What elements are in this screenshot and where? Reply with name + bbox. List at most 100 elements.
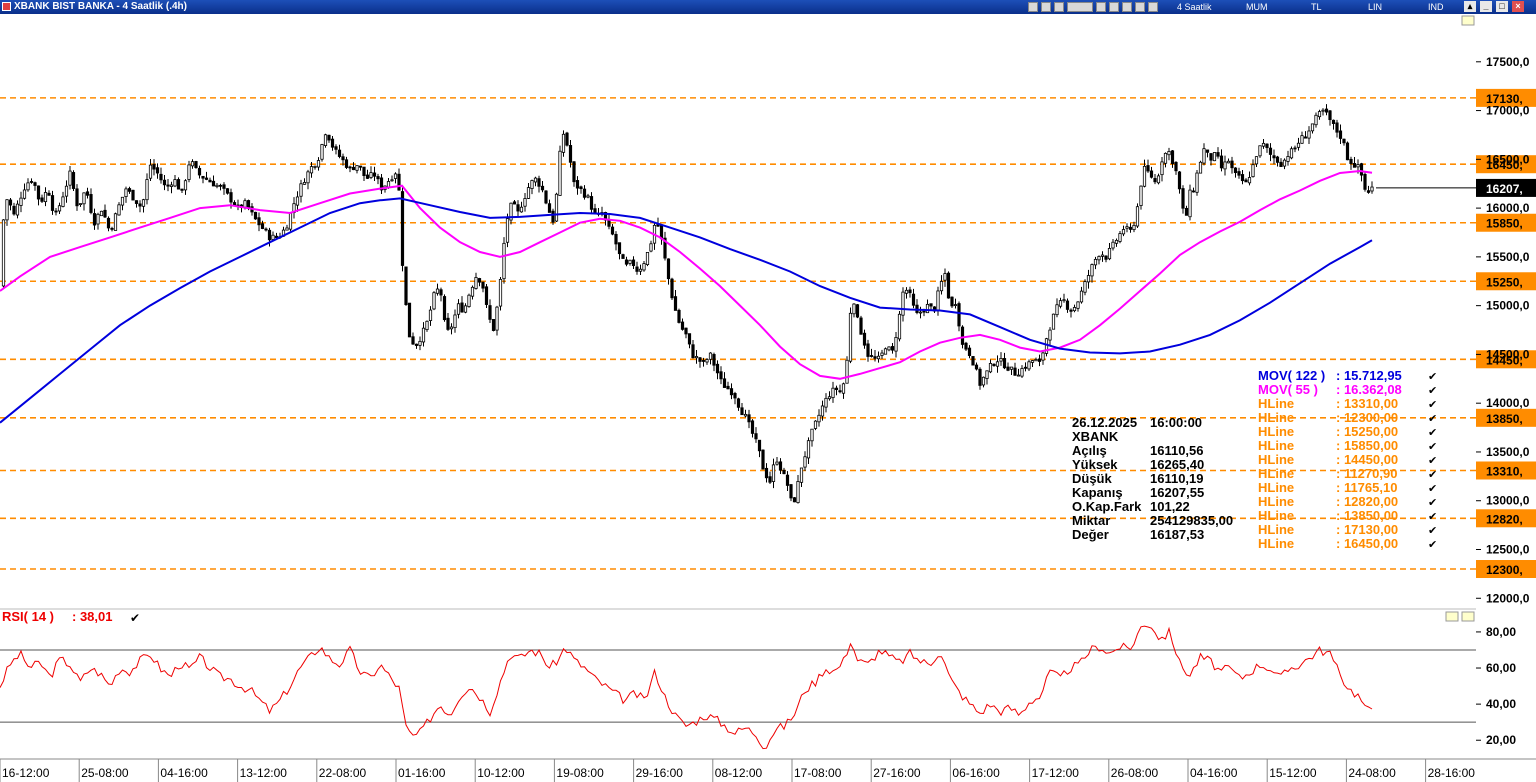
candle [1149,166,1154,179]
candle [190,159,195,169]
candle [698,357,702,368]
maximize-icon[interactable]: □ [1496,1,1508,12]
info-label-6: Değer [1072,527,1109,542]
candle [488,299,492,324]
toolbar-icon-6[interactable] [1122,2,1132,12]
toolbar-icon-4[interactable] [1096,2,1106,12]
candle [47,190,51,196]
legend-value-11: : 17130,00 [1336,522,1398,537]
candle [1100,251,1105,262]
candle [1191,187,1196,193]
legend-check-icon[interactable]: ✔ [1428,385,1437,397]
price-chart[interactable]: 17130, 16450, 15850, 15250, 14450, 13850, 1331… [0,14,1536,782]
legend-check-icon[interactable]: ✔ [1428,469,1437,481]
candle [1051,313,1056,330]
app-icon [2,2,11,11]
price-panel-button[interactable] [1461,15,1475,26]
hline-label-8: 12300, [1486,563,1523,577]
rsi-panel-button[interactable] [1445,611,1459,622]
minimize-icon[interactable]: _ [1480,1,1492,12]
candle [561,130,566,157]
legend-check-icon[interactable]: ✔ [1428,497,1437,509]
candle [1219,149,1224,172]
candle [313,165,317,170]
candle [1086,269,1091,289]
candle [8,198,13,211]
toolbar-icon-1[interactable] [1028,2,1038,12]
legend-check-icon[interactable]: ✔ [1428,539,1437,551]
candle [502,237,506,284]
pencil-icon[interactable] [1135,2,1145,12]
legend-check-icon[interactable]: ✔ [1428,483,1437,495]
candle [208,177,212,183]
close-icon[interactable]: × [1512,1,1524,12]
candle [1258,145,1262,158]
candle [481,281,485,293]
toolbar-icon-7[interactable] [1148,2,1158,12]
candle [1128,223,1133,233]
legend-check-icon[interactable]: ✔ [1428,413,1437,425]
rsi-y-tick-label-1: 60,00 [1486,661,1516,675]
candle [1044,337,1049,357]
candle [92,208,97,230]
candle [778,458,783,474]
pin-icon[interactable]: ▴ [1464,1,1476,12]
candle [813,420,818,431]
candle [894,332,898,358]
candle [817,409,821,427]
scale-button[interactable]: LIN [1368,2,1383,12]
candle [327,134,331,143]
toolbar-icon-3[interactable] [1054,2,1064,12]
candle [1090,263,1094,283]
legend-check-icon[interactable]: ✔ [1428,427,1437,439]
candle [1170,149,1175,168]
candle [1275,155,1280,167]
candle [981,376,986,388]
hline-tag-3 [1476,272,1536,291]
legend-check-icon[interactable]: ✔ [1428,511,1437,523]
candle [789,484,793,502]
candle [131,189,135,201]
indicator-button[interactable]: IND [1428,2,1444,12]
candle [677,308,681,324]
last-price-label: 16207, [1486,182,1523,196]
candle [1226,158,1231,164]
legend-check-icon[interactable]: ✔ [1428,441,1437,453]
candle [1174,161,1178,175]
candle [155,163,160,179]
candle [33,181,37,191]
legend-check-icon[interactable]: ✔ [1428,455,1437,467]
toolbar-icon-5[interactable] [1109,2,1119,12]
candle [1153,174,1157,185]
candle [946,271,951,299]
candle [320,143,324,162]
legend-check-icon[interactable]: ✔ [1428,525,1437,537]
candle [120,196,125,211]
rsi-close-button[interactable] [1461,611,1475,622]
candle [1142,159,1147,188]
toolbar-combo-icon[interactable] [1067,2,1093,12]
candle [68,165,72,190]
candle [708,352,713,365]
period-button[interactable]: 4 Saatlik [1177,2,1212,12]
candle [1135,203,1140,228]
candle [71,170,76,191]
candle [1307,126,1311,145]
hline-tag-7 [1476,509,1536,528]
candle [1055,298,1059,318]
toolbar-icon-2[interactable] [1041,2,1051,12]
candle [1062,293,1066,303]
legend-check-icon[interactable]: ✔ [1428,399,1437,411]
candle [1006,362,1010,372]
y-tick-label-1: 17000,0 [1486,104,1530,118]
legend-name-1: MOV( 55 ) [1258,382,1318,397]
candle [845,356,849,384]
candle [365,169,370,179]
chart-type-button[interactable]: MUM [1246,2,1268,12]
candle [148,159,153,182]
y-tick-label-6: 14500,0 [1486,347,1530,361]
legend-check-icon[interactable]: ✔ [1428,371,1437,383]
candle [1132,221,1136,233]
currency-button[interactable]: TL [1311,2,1322,12]
info-value-1: 16265,40 [1150,457,1204,472]
